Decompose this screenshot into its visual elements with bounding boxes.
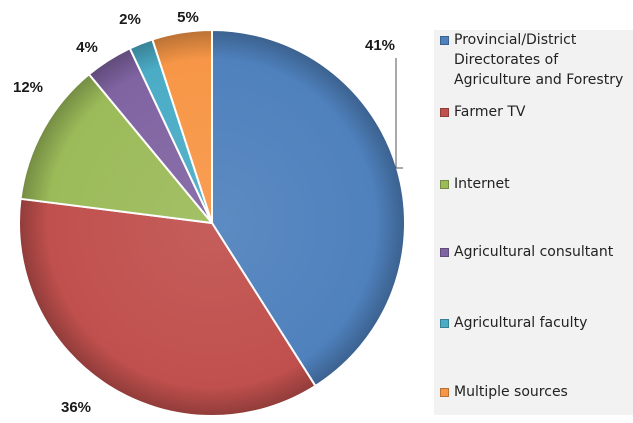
- legend-label-line: Agricultural consultant: [454, 244, 614, 260]
- legend-label: Provincial/District Directorates of Agricu…: [454, 30, 623, 90]
- pie-slice-internet: [19, 73, 213, 224]
- legend-item-provincial-district-directorates-of-agriculture-and-forestry: Provincial/District Directorates of Agricu…: [440, 30, 632, 90]
- legend-label: Agricultural consultant: [454, 242, 613, 262]
- leader-line-41: [395, 58, 403, 169]
- legend-swatch: [440, 388, 449, 397]
- pie-slices: [18, 29, 406, 417]
- legend-item-farmer-tv: Farmer TV: [440, 102, 632, 122]
- pie-slice-farmer-tv: [18, 197, 317, 417]
- legend-swatch: [440, 319, 449, 328]
- legend-label-line: Provincial/District: [454, 32, 577, 48]
- chart-legend: Provincial/District Directorates of Agricu…: [434, 30, 633, 415]
- data-label-multiple-sources: 5%: [177, 9, 199, 26]
- legend-label-line: Agricultural faculty: [454, 315, 588, 331]
- legend-label: Internet: [454, 174, 510, 194]
- legend-label: Farmer TV: [454, 102, 525, 122]
- data-label-agricultural-consultant: 4%: [76, 39, 98, 56]
- legend-item-agricultural-faculty: Agricultural faculty: [440, 313, 632, 333]
- legend-label: Agricultural faculty: [454, 313, 587, 333]
- legend-label-line: Internet: [454, 176, 510, 192]
- legend-swatch: [440, 180, 449, 189]
- legend-item-agricultural-consultant: Agricultural consultant: [440, 242, 632, 262]
- data-label-agricultural-faculty: 2%: [119, 11, 141, 28]
- legend-swatch: [440, 108, 449, 117]
- legend-label-line: Farmer TV: [454, 104, 526, 120]
- data-label-internet: 12%: [13, 79, 43, 96]
- data-label-provincial-district-directorates-of-agriculture-and-forestry: 41%: [365, 37, 395, 54]
- data-labels: 41% 36% 12% 4% 2% 5%: [13, 9, 395, 416]
- legend-label-line: Multiple sources: [454, 384, 568, 400]
- legend-item-internet: Internet: [440, 174, 632, 194]
- legend-item-multiple-sources: Multiple sources: [440, 382, 632, 402]
- legend-label: Multiple sources: [454, 382, 568, 402]
- pie-slice-multiple-sources: [151, 29, 213, 224]
- pie-chart: 41% 36% 12% 4% 2% 5%: [13, 9, 406, 417]
- legend-swatch: [440, 248, 449, 257]
- data-label-farmer-tv: 36%: [61, 399, 91, 416]
- legend-label-line: Agriculture and Forestry: [454, 72, 624, 88]
- leader-lines: [395, 58, 403, 169]
- legend-label-line: Directorates of: [454, 52, 559, 68]
- legend-swatch: [440, 36, 449, 45]
- pie-slice-provincial-district-directorates-of-agriculture-and-forestry: [211, 29, 406, 387]
